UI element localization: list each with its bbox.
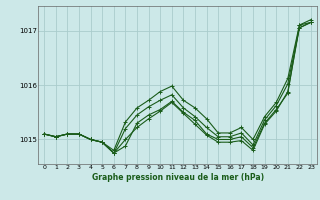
X-axis label: Graphe pression niveau de la mer (hPa): Graphe pression niveau de la mer (hPa) (92, 173, 264, 182)
